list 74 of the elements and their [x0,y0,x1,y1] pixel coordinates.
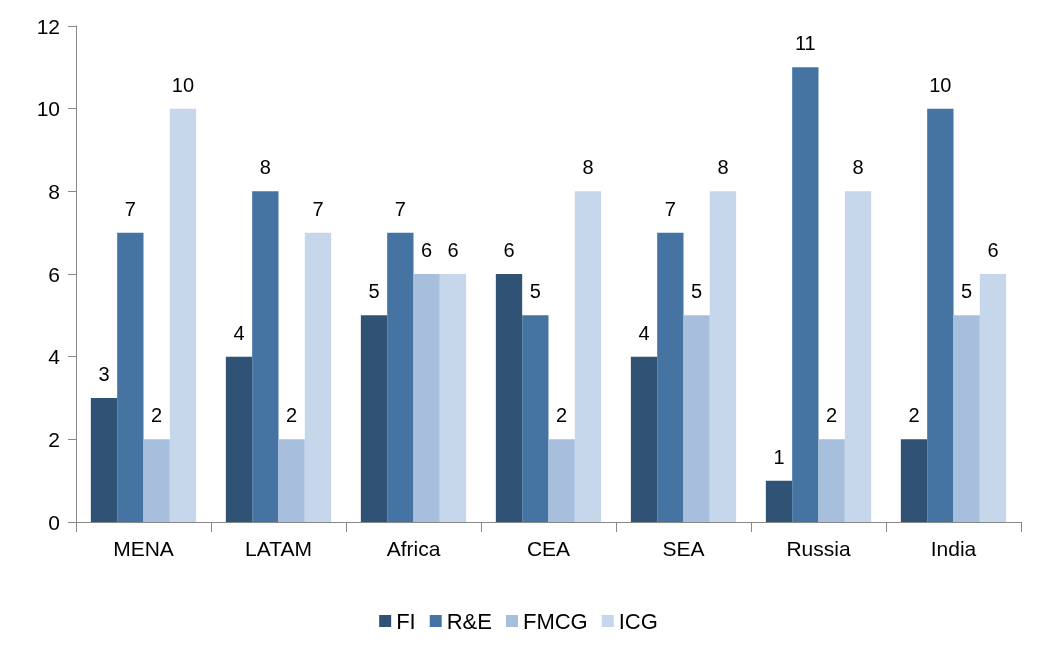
y-tick-label: 6 [48,262,60,286]
data-label: 6 [503,239,515,261]
data-label: 5 [691,280,703,303]
data-label: 2 [151,404,163,427]
bar [765,480,793,522]
y-tick-label: 12 [36,14,60,38]
legend-label: R&E [446,608,492,634]
bar [683,315,710,522]
bar [522,315,549,522]
data-label: 10 [929,73,952,96]
data-label: 10 [171,73,195,96]
bar [169,108,197,522]
data-label: 6 [447,239,459,261]
bar [278,439,305,522]
data-label: 3 [98,363,110,385]
data-label: 6 [421,239,433,261]
legend-label: ICG [618,608,658,634]
data-label: 6 [987,239,999,261]
bar [927,108,954,522]
data-label: 7 [312,197,324,220]
bar [953,315,980,522]
x-tick-label: Africa [386,537,441,560]
data-label: 11 [794,32,816,55]
data-label: 7 [664,197,676,220]
bar [413,274,440,522]
x-tick-label: CEA [526,537,571,560]
y-tick-label: 10 [36,97,60,121]
legend-label: FI [396,608,416,634]
data-label: 5 [961,280,973,303]
data-label: 4 [638,321,650,344]
bar [792,67,819,522]
bar [548,439,575,522]
data-label: 1 [773,445,785,468]
legend-label: FMCG [522,608,588,634]
bar [495,274,523,522]
bar [225,356,253,522]
data-label: 7 [124,197,136,220]
x-tick-label: MENA [113,537,174,560]
data-label: 2 [556,404,568,427]
x-tick-label: India [930,537,977,560]
bar [439,274,467,522]
bar [360,315,388,522]
data-label: 2 [286,404,298,427]
data-label: 5 [368,280,380,303]
data-label: 7 [394,197,406,220]
bar [900,439,928,522]
bar [304,232,332,522]
data-label: 8 [582,156,594,179]
bar [117,232,144,522]
x-tick-label: LATAM [245,537,312,560]
bar [90,398,118,522]
data-label: 5 [529,280,541,303]
data-label: 8 [852,156,864,179]
data-label: 2 [826,404,838,427]
y-tick-label: 2 [48,427,60,451]
y-tick-label: 4 [48,345,61,369]
bar [844,191,872,522]
bar [143,439,170,522]
bar [657,232,684,522]
data-label: 8 [259,156,271,179]
y-tick-label: 0 [48,510,60,534]
bar [387,232,414,522]
bar [709,191,737,522]
x-tick-label: SEA [662,537,705,560]
bar [252,191,279,522]
data-label: 2 [908,404,920,427]
bar [818,439,845,522]
bar [574,191,602,522]
bar [979,274,1007,522]
bar [630,356,658,522]
data-label: 4 [233,321,245,344]
y-tick-label: 8 [48,179,60,203]
data-label: 8 [717,156,729,179]
x-tick-label: Russia [786,537,851,560]
